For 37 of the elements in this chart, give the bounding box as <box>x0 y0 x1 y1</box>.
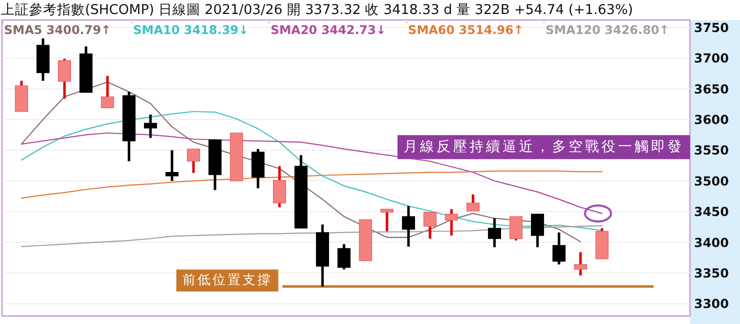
ref-line-label: 前低位置支撐 <box>182 273 272 288</box>
candlestick <box>186 148 200 174</box>
legend-label: SMA10 3418.39↓ <box>133 23 249 37</box>
candlestick <box>402 204 416 248</box>
candlestick <box>466 193 480 212</box>
candlestick <box>530 212 544 248</box>
candlestick <box>58 57 72 100</box>
legend-label: SMA120 3426.80↑ <box>546 23 670 37</box>
candlestick <box>337 242 351 271</box>
y-tick-label: 3350 <box>694 266 730 281</box>
candlestick <box>272 164 286 209</box>
candlestick <box>552 231 566 266</box>
candlestick <box>380 208 394 233</box>
candlestick <box>509 215 523 242</box>
y-tick-label: 3550 <box>694 142 730 158</box>
candlestick <box>144 113 158 140</box>
y-tick-label: 3400 <box>694 234 730 250</box>
chart-title: 上証參考指數(SHCOMP) 日線圖 2021/03/26 開 3373.32 收 3418.33 d 量 322B +54.74 (+1.63%) <box>1 2 634 18</box>
y-tick-label: 3650 <box>694 81 730 96</box>
y-tick-label: 3750 <box>694 20 730 35</box>
line-series <box>20 81 582 242</box>
y-tick-label: 3600 <box>694 112 730 127</box>
legend-label: SMA20 3442.73↓ <box>270 23 386 37</box>
y-tick-label: 3450 <box>694 204 730 220</box>
legend-label: SMA60 3514.96↑ <box>408 23 524 37</box>
y-tick-label: 3700 <box>694 50 730 66</box>
candlestick <box>488 217 502 248</box>
candlestick <box>423 210 437 240</box>
candlestick <box>165 148 179 182</box>
line-series <box>20 170 603 199</box>
y-tick-label: 3500 <box>694 173 730 188</box>
candlestick <box>574 250 588 277</box>
annotation: 月線反壓持續逼近，多空戰役一觸即發 <box>404 139 684 156</box>
legend-label: SMA5 3400.79↑ <box>4 23 112 37</box>
y-tick-label: 3300 <box>694 296 730 312</box>
candlestick <box>100 74 114 110</box>
candlestick <box>444 208 458 237</box>
